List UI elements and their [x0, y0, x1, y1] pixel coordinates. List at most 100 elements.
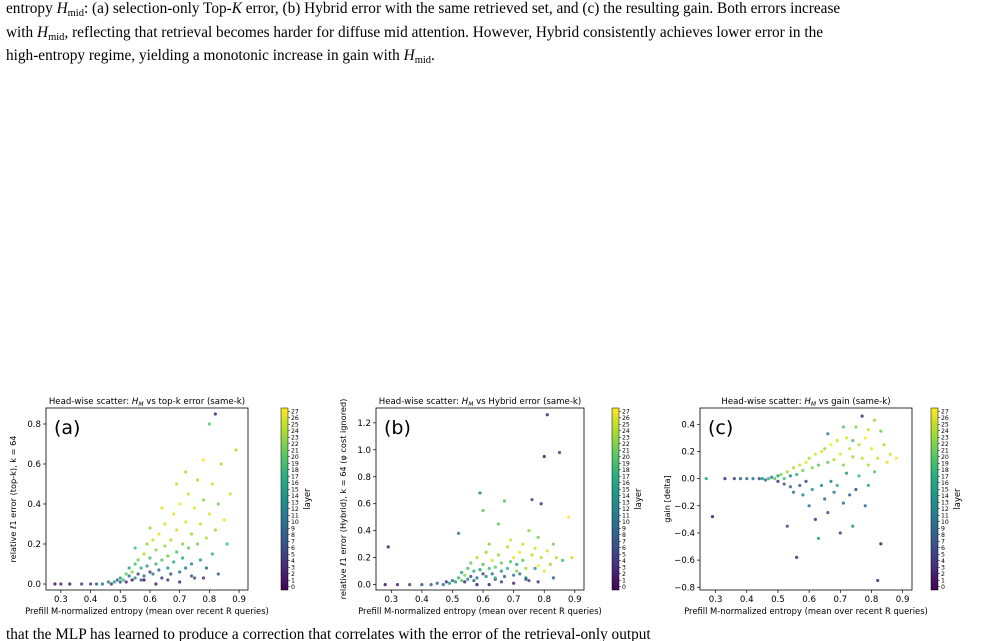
y-tick-label: 0.6 [27, 460, 41, 470]
scatter-point [166, 554, 170, 558]
scatter-point [118, 580, 122, 584]
scatter-point [225, 542, 229, 546]
scatter-point [801, 468, 805, 473]
scatter-point [192, 576, 197, 580]
x-tick-label: 0.8 [203, 595, 217, 605]
chart-panel-3: Head-wise scatter: HM vs gain (same-k) 0.… [662, 397, 962, 616]
scatter-point [751, 477, 755, 481]
scatter-point [184, 566, 188, 570]
scatter-point [791, 490, 796, 494]
colorbar-label: layer [302, 488, 312, 510]
scatter-point [163, 544, 167, 548]
colorbar-tick-label: 13 [291, 499, 299, 506]
scatter-point [795, 555, 799, 560]
scatter-point [127, 574, 131, 578]
scatter-point [213, 528, 217, 532]
scatter-point [745, 477, 749, 481]
scatter-point [154, 548, 158, 552]
scatter-point [130, 578, 134, 582]
scatter-point [524, 566, 528, 571]
scatter-point [181, 556, 185, 560]
colorbar-tick-label: 23 [941, 434, 949, 441]
scatter-point [154, 582, 158, 586]
scatter-point [133, 562, 137, 566]
scatter-point [216, 572, 220, 576]
scatter-point [866, 428, 870, 432]
colorbar-tick-label: 26 [941, 415, 949, 422]
y-tick-label: 0.0 [357, 581, 371, 591]
scatter-point [189, 562, 194, 566]
scatter-point [178, 580, 182, 584]
scatter-point [539, 556, 543, 560]
scatter-point [848, 493, 852, 497]
scatter-point [490, 558, 494, 562]
scatter-point [178, 570, 182, 574]
scatter-point [770, 475, 774, 479]
scatter-point [527, 529, 531, 533]
scatter-point [145, 564, 149, 568]
scatter-point [201, 458, 206, 462]
scatter-point [184, 520, 188, 524]
scatter-point [189, 532, 194, 536]
scatter-point [463, 573, 467, 577]
scatter-point [463, 580, 467, 584]
scatter-point [829, 479, 833, 483]
colorbar-tick-label: 11 [941, 512, 949, 519]
scatter-point [848, 447, 852, 451]
scatter-point [68, 582, 72, 586]
scatter-point [536, 564, 540, 568]
scatter-point [557, 450, 562, 455]
y-tick-label: 0.0 [681, 475, 695, 485]
scatter-point [779, 472, 783, 477]
scatter-point [420, 583, 424, 587]
colorbar-tick-label: 6 [941, 545, 945, 552]
scatter-point [109, 582, 113, 586]
colorbar-tick-label: 6 [622, 545, 626, 552]
colorbar-tick-label: 11 [291, 512, 299, 519]
scatter-point [502, 574, 507, 579]
panel-label: (a) [54, 417, 80, 439]
colorbar-tick-label: 17 [941, 473, 949, 480]
scatter-point [124, 572, 128, 576]
scatter-point [130, 570, 134, 574]
scatter-point [142, 574, 146, 578]
scatter-point [59, 582, 63, 586]
scatter-point [829, 443, 833, 447]
colorbar-tick-label: 25 [622, 421, 630, 428]
y-axis-label: relative ℓ1 error (top-k), k = 64 [8, 435, 18, 562]
x-tick-label: 0.4 [415, 595, 429, 605]
scatter-point [826, 510, 830, 515]
scatter-point [169, 538, 173, 542]
scatter-point [469, 574, 473, 579]
colorbar-tick-label: 22 [941, 441, 949, 448]
scatter-point [819, 483, 824, 488]
scatter-point [186, 492, 191, 496]
colorbar-tick-label: 15 [941, 486, 949, 493]
y-tick-label: 0.4 [357, 527, 371, 537]
colorbar-gradient [930, 407, 939, 591]
scatter-point [408, 583, 412, 587]
scatter-figure-svg: Head-wise scatter: HM vs top-k error (sa… [8, 397, 962, 616]
scatter-point [148, 570, 152, 574]
scatter-point [204, 566, 209, 570]
colorbar-tick-label: 7 [622, 538, 626, 545]
scatter-point [785, 524, 789, 528]
colorbar-tick-label: 15 [622, 486, 630, 493]
scatter-point [823, 447, 827, 451]
scatter-point [198, 558, 203, 562]
x-tick-label: 0.9 [568, 595, 582, 605]
bottom-text-line: that the MLP has learned to produce a co… [6, 626, 651, 641]
scatter-point [118, 576, 122, 580]
scatter-point [383, 583, 387, 587]
scatter-point [121, 578, 125, 582]
scatter-point [536, 535, 540, 540]
caption-line-3: high-entropy regime, yielding a monotoni… [6, 47, 435, 67]
scatter-point [807, 456, 811, 460]
y-tick-label: 0.8 [357, 473, 371, 483]
y-tick-label: 0.6 [357, 500, 371, 510]
scatter-point [738, 477, 743, 481]
scatter-point [201, 498, 206, 502]
y-tick-label: 0.2 [357, 554, 371, 564]
colorbar-tick-label: 22 [291, 441, 299, 448]
colorbar-label: layer [952, 488, 962, 510]
